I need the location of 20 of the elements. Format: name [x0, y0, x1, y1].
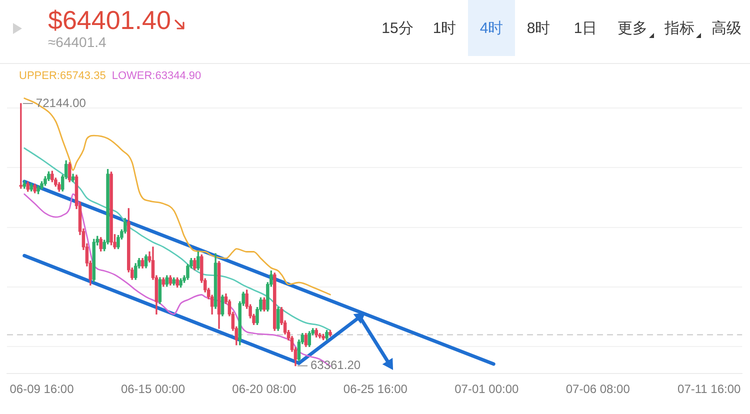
- x-tick-label: 07-01 00:00: [454, 382, 520, 396]
- x-tick-label: 06-09 16:00: [10, 382, 74, 396]
- text: LOWER:63344.90: [112, 70, 202, 82]
- text: 8时: [526, 18, 552, 38]
- x-tick-label: 06-20 08:00: [232, 382, 297, 396]
- x-tick-label: 07-11 16:00: [678, 382, 742, 396]
- text: 15分: [380, 18, 414, 38]
- text: 高级: [710, 18, 742, 38]
- text: 1时: [432, 18, 458, 38]
- x-tick-label: 07-06 08:00: [566, 382, 630, 396]
- series-label: UPPER:65743.35: [19, 70, 106, 82]
- chart-subtitle: ≈64401.4: [48, 34, 106, 50]
- text: 指标: [664, 18, 696, 38]
- chart-title: $64401.40: [48, 5, 171, 35]
- text: 1日: [572, 18, 598, 38]
- annotation: 63361.20: [310, 358, 361, 372]
- annotation: 72144.00: [36, 96, 86, 110]
- x-tick-label: 06-25 16:00: [343, 382, 408, 396]
- x-tick-label: 06-15 00:00: [120, 382, 186, 396]
- text: 更多: [616, 18, 648, 38]
